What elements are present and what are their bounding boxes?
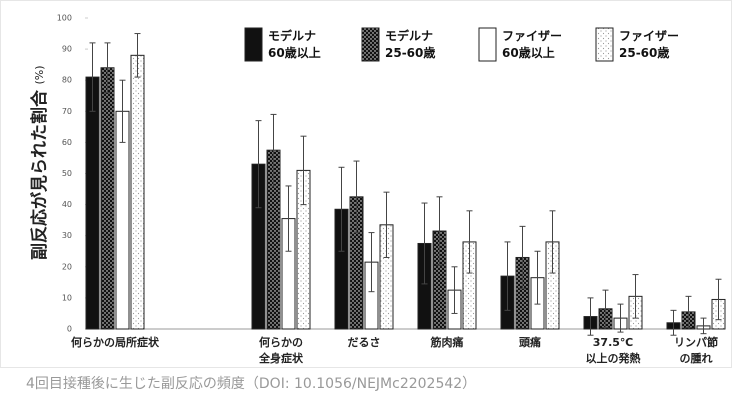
y-tick-label: 30	[62, 231, 72, 240]
y-tick-label: 100	[57, 14, 72, 23]
error-bar	[700, 317, 707, 335]
bar	[100, 67, 115, 330]
x-tick-label: 筋肉痛	[430, 335, 464, 349]
bar	[115, 110, 130, 330]
error-bar	[89, 42, 96, 112]
error-bar	[338, 166, 345, 252]
bar	[130, 54, 145, 330]
y-tick-label: 90	[62, 45, 72, 54]
error-bar	[451, 266, 458, 314]
error-bar	[617, 303, 624, 333]
error-bar	[270, 113, 277, 187]
error-bar	[587, 297, 594, 336]
error-bar	[670, 309, 677, 336]
y-tick-label: 40	[62, 200, 72, 209]
y-tick-label: 10	[62, 293, 72, 302]
legend-swatch	[478, 27, 497, 62]
error-bar	[685, 295, 692, 328]
error-bar	[134, 33, 141, 78]
x-tick-label: 何らかの局所症状	[71, 335, 160, 349]
x-tick-label: 37.5℃以上の発熱	[586, 336, 641, 365]
legend-label: モデルナ 60歳以上	[268, 28, 321, 60]
y-tick-label: 60	[62, 138, 72, 147]
error-bar	[104, 42, 111, 94]
y-axis-unit: (%)	[33, 65, 46, 84]
error-bar	[300, 135, 307, 206]
error-bar	[436, 196, 443, 266]
error-bar	[353, 160, 360, 234]
error-bar	[383, 191, 390, 258]
y-axis-label: 副反応が見られた割合	[29, 89, 50, 260]
legend-swatch	[595, 27, 614, 62]
y-tick-label: 50	[62, 169, 72, 178]
error-bar	[602, 289, 609, 328]
error-bar	[534, 250, 541, 305]
error-bar	[519, 225, 526, 290]
legend-label: ファイザー 25-60歳	[619, 29, 679, 60]
y-tick-label: 20	[62, 262, 72, 271]
error-bar	[421, 202, 428, 285]
y-tick-label: 0	[67, 325, 72, 334]
x-tick-label: だるさ	[348, 336, 381, 349]
x-tick-label: 頭痛	[519, 335, 541, 349]
legend-swatch	[361, 27, 380, 62]
error-bar	[504, 241, 511, 311]
x-tick-label: 何らかの全身症状	[258, 335, 304, 365]
caption: 4回目接種後に生じた副反応の頻度（DOI: 10.1056/NEJMc22025…	[26, 375, 476, 392]
error-bar	[466, 210, 473, 274]
error-bar	[119, 79, 126, 143]
error-bar	[549, 210, 556, 274]
legend-swatch	[244, 27, 263, 62]
error-bar	[368, 232, 375, 293]
bar	[85, 76, 100, 330]
error-bar	[255, 120, 262, 209]
legend-label: モデルナ 25-60歳	[385, 28, 435, 60]
y-tick-label: 70	[62, 107, 72, 116]
legend-label: ファイザー 60歳以上	[502, 29, 562, 60]
x-tick-label: リンパ節の腫れ	[674, 335, 718, 365]
error-bar	[715, 278, 722, 321]
error-bar	[632, 274, 639, 319]
error-bar	[285, 185, 292, 252]
y-tick-label: 80	[62, 76, 72, 85]
